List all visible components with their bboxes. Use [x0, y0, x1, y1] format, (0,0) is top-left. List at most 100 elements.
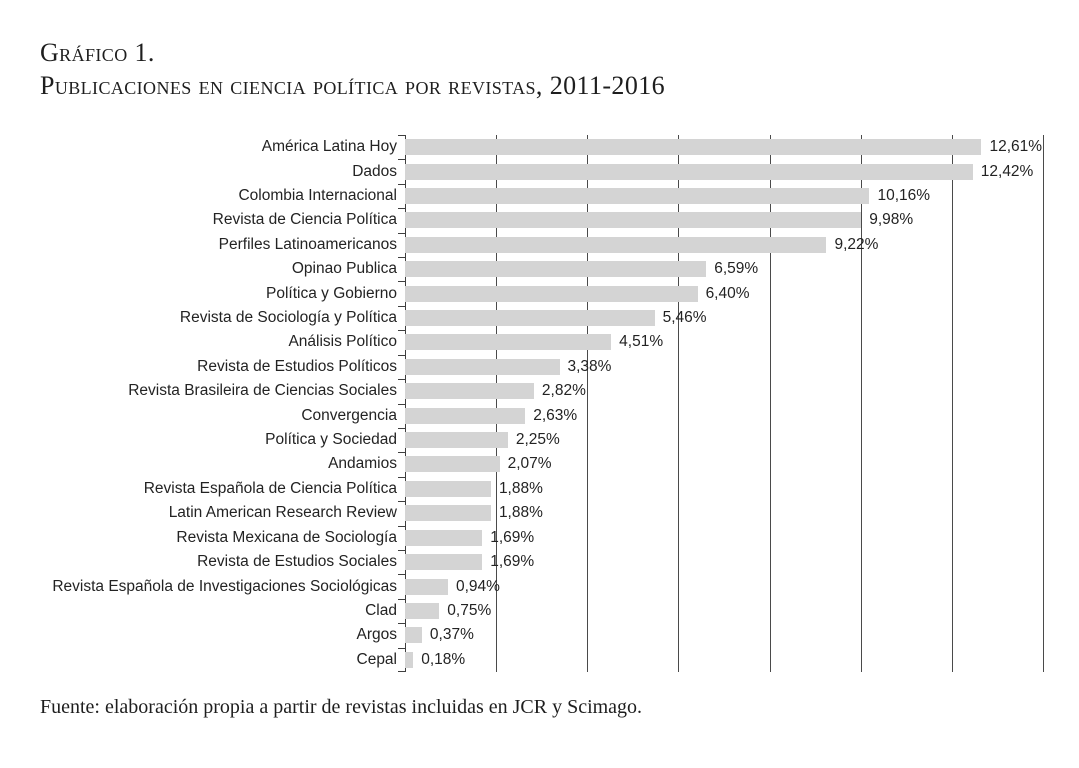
- bar-track: 6,40%: [405, 281, 1045, 305]
- bar-row: Política y Sociedad 2,25%: [40, 428, 1045, 452]
- bar-track: 1,88%: [405, 501, 1045, 525]
- category-label: Clad: [365, 601, 397, 619]
- bar: [405, 285, 698, 302]
- bar-chart: América Latina Hoy 12,61% Dados 12,42% Colom…: [40, 135, 1045, 672]
- chart-title-line-2: Publicaciones en ciencia política por re…: [40, 71, 666, 100]
- value-label: 2,63%: [533, 406, 578, 424]
- bar-track: 12,61%: [405, 135, 1045, 159]
- category-label: Revista Española de Ciencia Política: [143, 479, 397, 497]
- value-label: 9,98%: [869, 211, 914, 229]
- bar-row: Revista Española de Investigaciones Soci…: [40, 574, 1045, 598]
- bar-track: 0,94%: [405, 574, 1045, 598]
- category-label: Revista de Sociología y Política: [179, 309, 397, 327]
- bar: [405, 480, 491, 497]
- bar-track: 0,75%: [405, 599, 1045, 623]
- category-label: Política y Gobierno: [266, 284, 397, 302]
- value-label: 0,94%: [455, 577, 500, 595]
- bar-row: Opinao Publica 6,59%: [40, 257, 1045, 281]
- value-label: 2,25%: [515, 431, 560, 449]
- bar: [405, 310, 655, 327]
- bar-row: Revista de Estudios Políticos 3,38%: [40, 355, 1045, 379]
- bar: [405, 651, 414, 668]
- bar-track: 1,88%: [405, 477, 1045, 501]
- value-label: 1,88%: [498, 479, 543, 497]
- bar-track: 9,98%: [405, 208, 1045, 232]
- bar-row: Revista Española de Ciencia Política 1,88…: [40, 477, 1045, 501]
- value-label: 10,16%: [877, 187, 931, 205]
- bar-row: Colombia Internacional 10,16%: [40, 184, 1045, 208]
- bar: [405, 578, 448, 595]
- bar-row: Política y Gobierno 6,40%: [40, 281, 1045, 305]
- chart-title-line-1: Gráfico 1.: [40, 38, 155, 67]
- value-label: 0,75%: [447, 601, 492, 619]
- bar: [405, 627, 422, 644]
- bar-track: 2,25%: [405, 428, 1045, 452]
- bar-track: 1,69%: [405, 526, 1045, 550]
- category-label: Revista de Estudios Políticos: [197, 357, 397, 375]
- category-label: Revista Brasileira de Ciencias Sociales: [128, 382, 397, 400]
- category-label: Cepal: [356, 650, 398, 668]
- value-label: 12,61%: [989, 138, 1043, 156]
- bar-track: 0,37%: [405, 623, 1045, 647]
- value-label: 0,37%: [429, 626, 474, 644]
- category-label: Revista Española de Investigaciones Soci…: [52, 577, 397, 595]
- bar-row: Revista de Ciencia Política 9,98%: [40, 208, 1045, 232]
- category-label: Perfiles Latinoamericanos: [218, 235, 397, 253]
- bar: [405, 163, 973, 180]
- bar-track: 0,18%: [405, 648, 1045, 672]
- bar-row: Clad 0,75%: [40, 599, 1045, 623]
- category-label: Revista de Estudios Sociales: [197, 553, 397, 571]
- value-label: 2,07%: [507, 455, 552, 473]
- bar-track: 5,46%: [405, 306, 1045, 330]
- bar-track: 2,63%: [405, 403, 1045, 427]
- bar-track: 2,82%: [405, 379, 1045, 403]
- bar-row: Latin American Research Review 1,88%: [40, 501, 1045, 525]
- category-label: Andamios: [328, 455, 397, 473]
- value-label: 1,88%: [498, 504, 543, 522]
- bar-track: 12,42%: [405, 159, 1045, 183]
- bar-row: Revista de Sociología y Política 5,46%: [40, 306, 1045, 330]
- category-label: Dados: [352, 162, 397, 180]
- category-label: Revista de Ciencia Política: [212, 211, 397, 229]
- bar-track: 4,51%: [405, 330, 1045, 354]
- bar: [405, 334, 612, 351]
- category-label: Colombia Internacional: [238, 187, 397, 205]
- category-label: América Latina Hoy: [261, 138, 397, 156]
- bar-row: Argos 0,37%: [40, 623, 1045, 647]
- bar: [405, 261, 707, 278]
- chart-rows: América Latina Hoy 12,61% Dados 12,42% Colom…: [40, 135, 1045, 672]
- bar-row: Convergencia 2,63%: [40, 403, 1045, 427]
- value-label: 4,51%: [619, 333, 664, 351]
- category-label: Opinao Publica: [291, 260, 397, 278]
- category-label: Convergencia: [301, 406, 397, 424]
- category-label: Revista Mexicana de Sociología: [176, 528, 397, 546]
- bar: [405, 432, 508, 449]
- value-label: 2,82%: [541, 382, 586, 400]
- value-label: 1,69%: [490, 553, 535, 571]
- value-label: 1,69%: [490, 528, 535, 546]
- value-label: 5,46%: [662, 309, 707, 327]
- bar-row: Revista de Estudios Sociales 1,69%: [40, 550, 1045, 574]
- bar-row: América Latina Hoy 12,61%: [40, 135, 1045, 159]
- value-label: 12,42%: [980, 162, 1034, 180]
- value-label: 6,59%: [714, 260, 759, 278]
- bar-track: 10,16%: [405, 184, 1045, 208]
- value-label: 9,22%: [834, 235, 879, 253]
- chart-title-block: Gráfico 1. Publicaciones en ciencia polí…: [40, 36, 665, 102]
- bar-row: Perfiles Latinoamericanos 9,22%: [40, 233, 1045, 257]
- bar-row: Revista Brasileira de Ciencias Sociales 2…: [40, 379, 1045, 403]
- bar: [405, 188, 870, 205]
- bar-track: 2,07%: [405, 452, 1045, 476]
- bar: [405, 505, 491, 522]
- bar-track: 3,38%: [405, 355, 1045, 379]
- category-label: Análisis Político: [288, 333, 397, 351]
- bar-track: 9,22%: [405, 233, 1045, 257]
- bar: [405, 602, 440, 619]
- source-note: Fuente: elaboración propia a partir de r…: [40, 696, 643, 718]
- bar: [405, 456, 500, 473]
- category-label: Latin American Research Review: [168, 504, 397, 522]
- bar: [405, 383, 534, 400]
- bar-row: Andamios 2,07%: [40, 452, 1045, 476]
- bar: [405, 407, 526, 424]
- bar: [405, 529, 483, 546]
